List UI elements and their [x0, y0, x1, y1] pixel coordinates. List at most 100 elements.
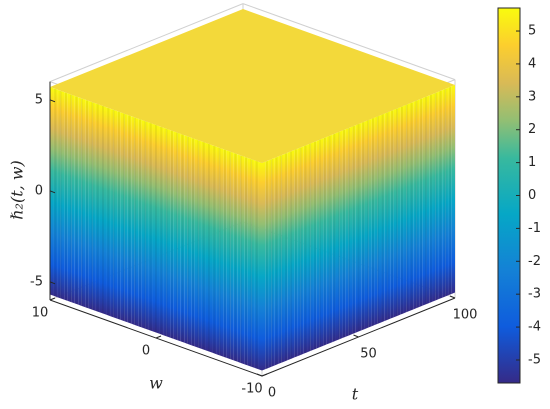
- surface-strip: [342, 129, 346, 339]
- surface-strip: [254, 160, 259, 370]
- surface-strip: [198, 140, 202, 350]
- surface-strip: [268, 159, 272, 368]
- x-tick: [449, 295, 456, 299]
- colorbar-tick-label: 0: [528, 188, 536, 203]
- surface-strip: [258, 161, 262, 371]
- surface-strip: [244, 156, 248, 366]
- surface-strip: [371, 117, 375, 327]
- surface-strip: [297, 147, 301, 357]
- surface-strip: [194, 138, 199, 348]
- x-tick-label: 100: [453, 308, 478, 323]
- surface-strip: [145, 121, 149, 331]
- y-tick: [155, 335, 162, 339]
- surface-strip: [281, 153, 285, 363]
- surface-strip: [170, 130, 174, 339]
- box-edge: [49, 3, 244, 83]
- z-tick: [49, 190, 56, 194]
- surface-strip: [451, 85, 455, 294]
- z-tick-label: 0: [35, 183, 43, 198]
- surface-strip: [141, 119, 146, 329]
- surface-strip: [435, 91, 439, 301]
- surface-strip: [358, 122, 362, 332]
- surface-strip: [345, 127, 349, 337]
- surface-strip: [339, 130, 343, 340]
- surface-strip: [106, 107, 111, 317]
- colorbar-tick-label: 4: [528, 56, 536, 71]
- surface-strip: [294, 148, 298, 358]
- surface-strip: [406, 103, 410, 313]
- y-tick: [49, 297, 56, 301]
- colorbar-tick-label: -5: [528, 352, 541, 367]
- surface-strip: [88, 100, 93, 310]
- y-tick-label: -10: [241, 382, 262, 397]
- colorbar-tick-label: 3: [528, 89, 536, 104]
- surface-strip: [361, 121, 365, 331]
- surface-strip: [223, 149, 227, 358]
- surface-strip: [419, 98, 423, 307]
- surface-strip: [159, 126, 164, 336]
- colorbar-tick-label: 2: [528, 122, 536, 137]
- surface-strip: [387, 111, 391, 320]
- surface-strip: [448, 86, 452, 296]
- surface-strip: [103, 106, 107, 315]
- x-axis-label: t: [352, 385, 359, 404]
- surface-strip: [307, 143, 311, 353]
- y-tick-label: 0: [142, 344, 150, 359]
- surface-strip: [53, 88, 58, 298]
- z-tick: [49, 281, 56, 285]
- surface-strip: [300, 146, 304, 355]
- surface-strip: [397, 107, 401, 316]
- surface-strip: [368, 118, 372, 328]
- surface-strip: [60, 90, 65, 300]
- surface-strip: [445, 87, 449, 297]
- y-axis-label: w: [149, 374, 163, 393]
- surface-strip: [230, 151, 234, 361]
- surface-strip: [278, 155, 282, 365]
- z-axis-label: ℏ₂(t, w): [8, 160, 27, 220]
- surface-strip: [177, 132, 181, 342]
- surface-strip: [251, 159, 255, 369]
- surface-strip: [390, 109, 394, 319]
- box-edge: [242, 3, 456, 81]
- surface-strip: [226, 150, 231, 360]
- surface-strip: [393, 108, 398, 318]
- surface-strip: [348, 126, 353, 336]
- surface-strip: [92, 102, 96, 312]
- surface-strip: [148, 122, 153, 332]
- surface-strip: [219, 147, 224, 357]
- y-tick-label: 10: [32, 306, 49, 321]
- surface-strip: [95, 103, 100, 313]
- surface-strip: [124, 113, 128, 323]
- surface-strip: [284, 152, 288, 362]
- surface-strip: [117, 111, 121, 320]
- surface-strip: [113, 109, 118, 319]
- surface-strip: [81, 98, 86, 308]
- surface-strip: [287, 151, 291, 361]
- surface-strip: [442, 88, 446, 298]
- surface-strip: [191, 137, 195, 347]
- surface-strip: [201, 141, 206, 351]
- surface-strip: [422, 96, 427, 306]
- surface-strip: [127, 114, 132, 324]
- surface-strip: [110, 108, 114, 318]
- surface-strip: [319, 138, 324, 348]
- surface-strip: [364, 120, 369, 329]
- surface-strip: [187, 136, 192, 346]
- surface-strip: [233, 152, 238, 362]
- surface-strip: [335, 131, 340, 341]
- surface-strip: [152, 123, 156, 333]
- surface-strip: [212, 145, 217, 355]
- z-tick: [49, 99, 56, 103]
- x-tick-label: 50: [360, 347, 377, 362]
- surface-strip: [216, 146, 220, 356]
- colorbar-tick-label: 1: [528, 155, 536, 170]
- surface-strip: [400, 105, 404, 315]
- surface-strip: [355, 124, 359, 333]
- surface-strip: [438, 90, 443, 300]
- surface: [50, 9, 455, 371]
- colorbar-tick-label: -1: [528, 221, 541, 236]
- z-tick-label: -5: [30, 274, 43, 289]
- surface-strip: [163, 127, 167, 337]
- surface-strip: [332, 133, 336, 342]
